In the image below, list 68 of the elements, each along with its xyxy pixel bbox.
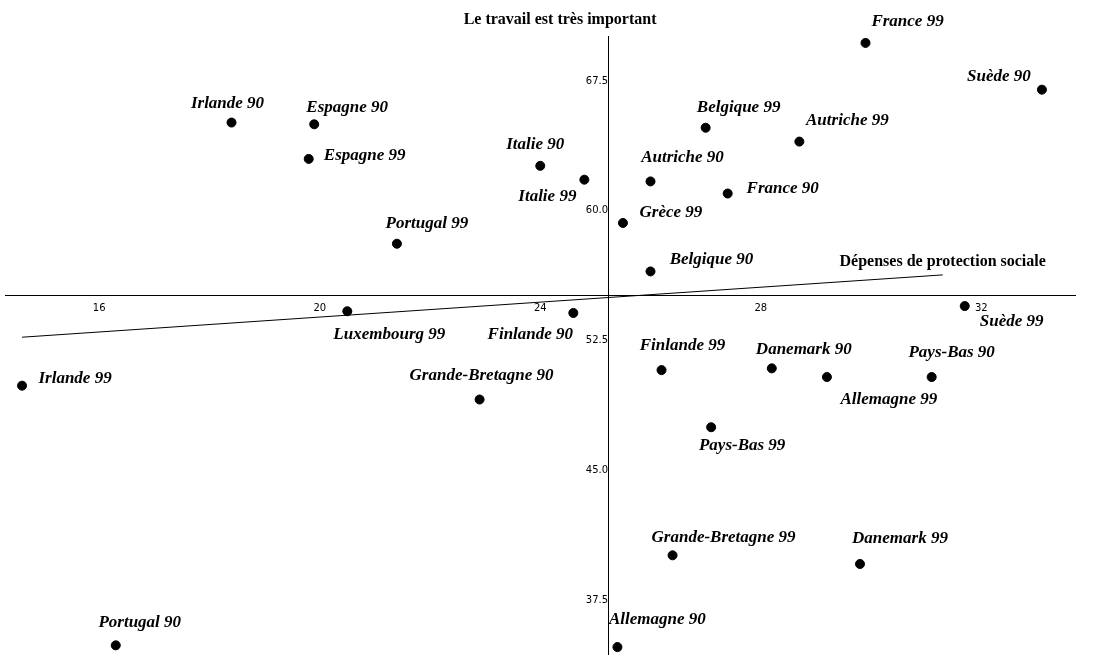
annotation: Dépenses de protection sociale (839, 252, 1046, 271)
data-label: Espagne 99 (322, 145, 407, 165)
data-label: Luxembourg 99 (332, 323, 446, 343)
point (959, 301, 970, 312)
y-tick-label: 52.5 (585, 334, 609, 346)
point (706, 422, 717, 433)
data-label: Finlande 90 (486, 324, 574, 344)
point (645, 176, 656, 187)
point (722, 188, 733, 199)
data-label: Irlande 90 (189, 92, 265, 112)
y-tick-label: 37.5 (585, 593, 609, 605)
data-label: Irlande 99 (37, 368, 113, 388)
point (766, 363, 777, 374)
data-label: Suède 99 (979, 311, 1045, 331)
data-label: Danemark 99 (851, 528, 949, 548)
x-tick-label: 16 (92, 302, 106, 314)
point (309, 119, 320, 130)
y-axis-title: Le travail est très important (463, 10, 658, 29)
data-label: Danemark 90 (754, 338, 853, 358)
x-tick-label: 24 (533, 302, 547, 314)
x-tick-label: 32 (974, 302, 988, 314)
data-label: Grande-Bretagne 90 (409, 364, 555, 384)
point (226, 117, 237, 128)
data-label: Allemagne 99 (839, 389, 938, 409)
data-label: Pays-Bas 99 (697, 434, 786, 454)
point (579, 174, 590, 185)
x-tick-label: 20 (313, 302, 327, 314)
x-tick-label: 28 (754, 302, 768, 314)
y-tick-label: 60.0 (585, 204, 609, 216)
data-label: Grande-Bretagne 99 (651, 526, 797, 546)
point (1036, 84, 1047, 95)
data-label: France 99 (870, 11, 945, 31)
data-label: Portugal 99 (384, 213, 469, 233)
data-label: Autriche 90 (640, 146, 725, 166)
point (110, 640, 121, 651)
point (17, 380, 28, 391)
data-label: Belgique 90 (668, 248, 754, 268)
point (700, 122, 711, 133)
point (303, 153, 314, 164)
data-label: Italie 99 (517, 186, 577, 206)
point (656, 365, 667, 376)
point (391, 238, 402, 249)
point (855, 558, 865, 569)
data-label: Espagne 90 (305, 96, 389, 116)
y-tick-label: 45.0 (585, 464, 609, 476)
point (535, 160, 546, 171)
data-label: Suède 90 (967, 66, 1032, 86)
data-label: Pays-Bas 90 (907, 342, 996, 362)
data-label: Italie 90 (505, 134, 565, 154)
point (612, 642, 623, 653)
data-label: Belgique 99 (695, 97, 781, 117)
data-label: Portugal 90 (97, 611, 182, 631)
point (474, 394, 485, 405)
point (342, 306, 353, 317)
point (794, 136, 805, 147)
data-label: Allemagne 90 (608, 609, 707, 629)
point (821, 372, 832, 383)
data-label: Finlande 99 (638, 335, 726, 355)
y-tick-label: 67.5 (585, 74, 609, 86)
data-label: France 90 (745, 177, 820, 197)
data-label: Autriche 99 (805, 109, 890, 129)
point (617, 217, 628, 228)
point (645, 266, 656, 277)
data-label: Grèce 99 (639, 202, 703, 222)
point (667, 550, 678, 561)
point (568, 307, 579, 318)
point (860, 37, 871, 48)
point (926, 372, 937, 383)
